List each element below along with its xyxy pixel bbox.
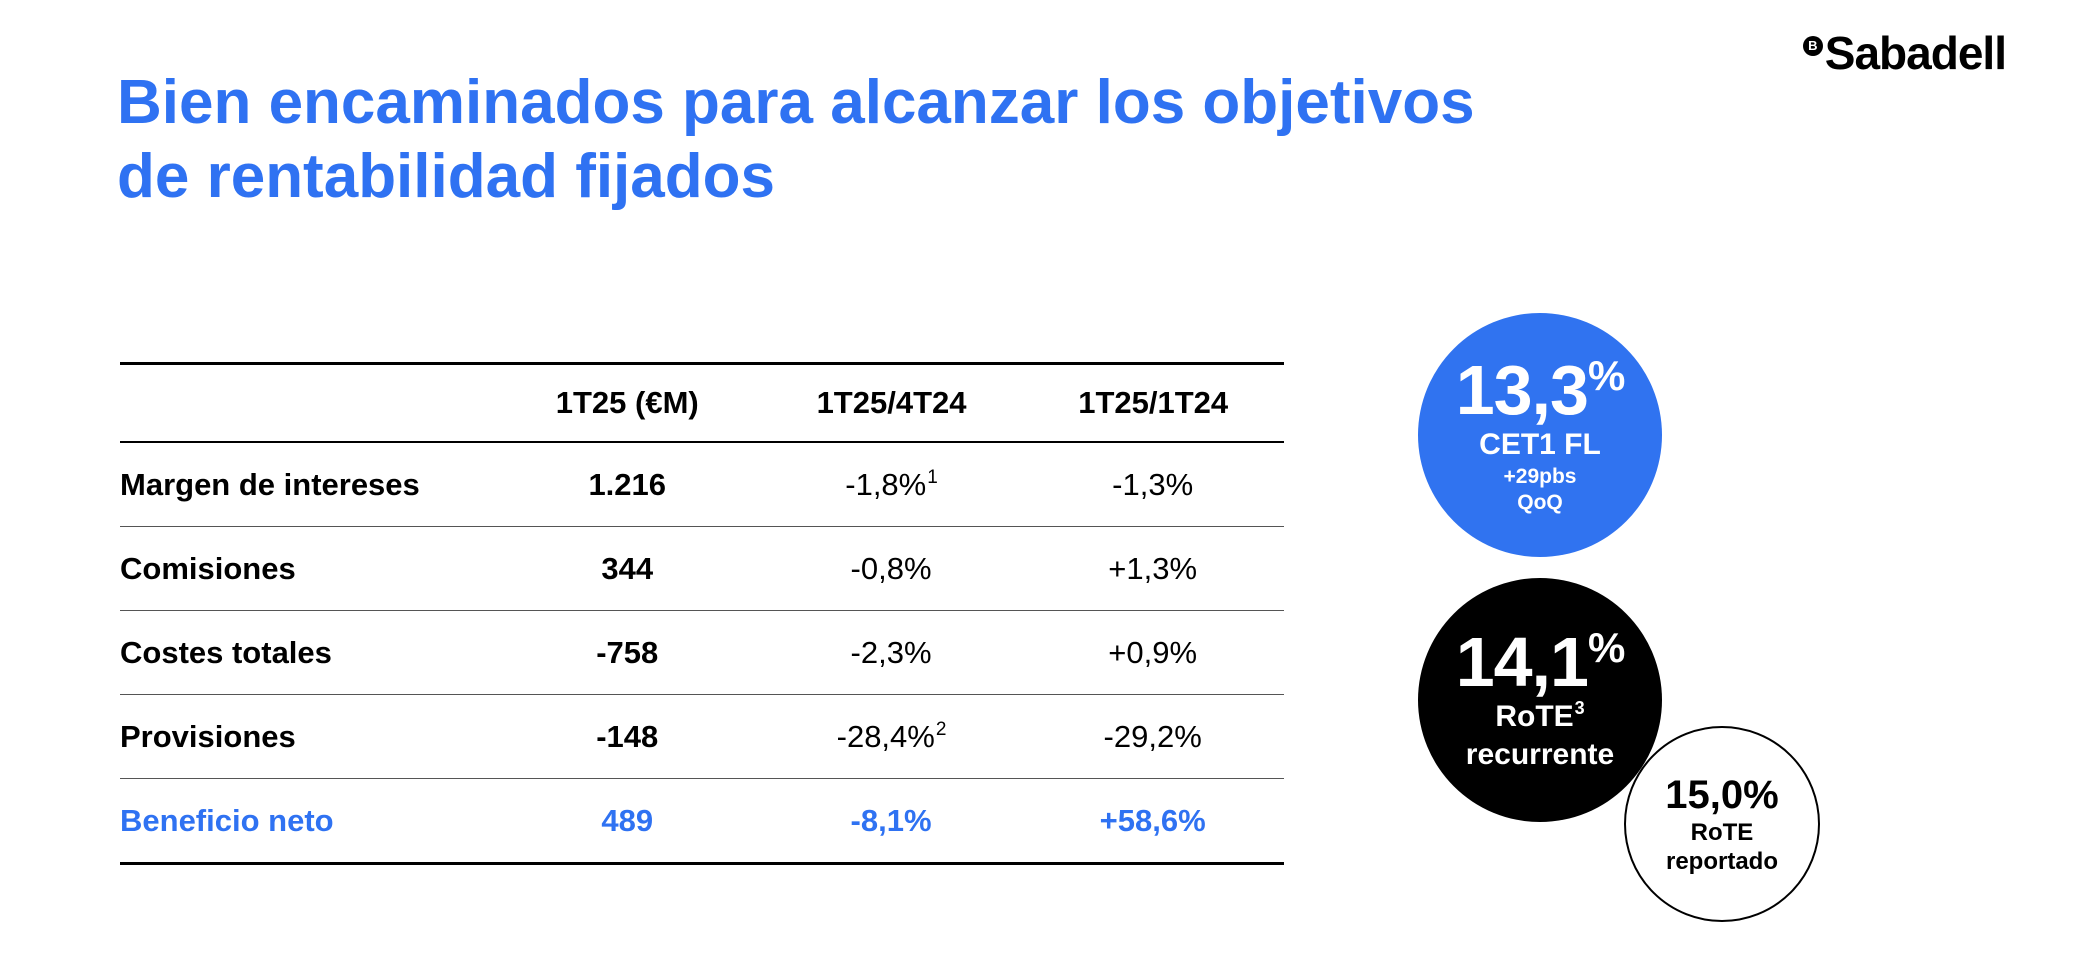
row-value: 344 bbox=[493, 526, 761, 611]
rote-recurring-value: 14,1 bbox=[1455, 623, 1589, 701]
row-value: 1.216 bbox=[493, 442, 761, 527]
cet1-value-line: 13,3% bbox=[1455, 351, 1626, 429]
yoy-value: +0,9% bbox=[1108, 634, 1198, 670]
row-label: Costes totales bbox=[120, 610, 494, 695]
row-value: -758 bbox=[493, 610, 761, 695]
logo-mark-icon: B bbox=[1802, 36, 1823, 56]
table-row: Provisiones -148 -28,4%2 -29,2% bbox=[120, 694, 1284, 779]
row-yoy: -1,3% bbox=[1022, 442, 1284, 527]
yoy-value: +58,6% bbox=[1099, 802, 1206, 838]
rote-recurring-unit: % bbox=[1587, 624, 1625, 671]
logo-text: Sabadell bbox=[1824, 27, 2007, 79]
rote-recurring-kpi-circle: 14,1% RoTE3 recurrente bbox=[1418, 578, 1662, 822]
rote-recurring-sub: recurrente bbox=[1465, 738, 1615, 771]
row-qoq: -1,8%1 bbox=[760, 442, 1023, 527]
header-1t25: 1T25 (€M) bbox=[493, 362, 761, 443]
cet1-label: CET1 FL bbox=[1479, 428, 1601, 461]
row-value: -148 bbox=[493, 694, 761, 779]
rote-recurring-value-line: 14,1% bbox=[1455, 623, 1626, 701]
header-qoq: 1T25/4T24 bbox=[760, 362, 1023, 443]
rote-reported-kpi-circle: 15,0% RoTE reportado bbox=[1624, 726, 1820, 922]
rote-reported-label: RoTE bbox=[1690, 819, 1754, 846]
rote-reported-sub: reportado bbox=[1665, 848, 1778, 875]
row-value: 489 bbox=[493, 778, 761, 865]
row-label: Comisiones bbox=[120, 526, 494, 611]
cet1-period: QoQ bbox=[1517, 491, 1563, 514]
rote-recurring-label-line: RoTE3 bbox=[1495, 698, 1584, 736]
cet1-value: 13,3 bbox=[1455, 351, 1589, 429]
cet1-change: +29pbs bbox=[1503, 465, 1577, 488]
title-line-1: Bien encaminados para alcanzar los objet… bbox=[117, 68, 1475, 137]
cet1-unit: % bbox=[1587, 352, 1625, 399]
table-row: Costes totales -758 -2,3% +0,9% bbox=[120, 610, 1284, 695]
row-yoy: -29,2% bbox=[1022, 694, 1284, 779]
table-row: Comisiones 344 -0,8% +1,3% bbox=[120, 526, 1284, 611]
row-qoq: -28,4%2 bbox=[760, 694, 1023, 779]
qoq-value: -1,8% bbox=[845, 466, 927, 502]
rote-reported-value: 15,0% bbox=[1665, 773, 1779, 817]
row-label: Provisiones bbox=[120, 694, 494, 779]
footnote-marker: 1 bbox=[927, 466, 938, 488]
table-row: Margen de intereses 1.216 -1,8%1 -1,3% bbox=[120, 442, 1284, 527]
qoq-value: -8,1% bbox=[850, 802, 932, 838]
row-yoy: +1,3% bbox=[1022, 526, 1284, 611]
row-label: Beneficio neto bbox=[120, 778, 494, 865]
table-row-net-profit: Beneficio neto 489 -8,1% +58,6% bbox=[120, 778, 1284, 865]
title-line-2: de rentabilidad fijados bbox=[117, 142, 775, 211]
header-label bbox=[120, 362, 494, 443]
footnote-marker: 2 bbox=[935, 718, 947, 740]
table-header-row: 1T25 (€M) 1T25/4T24 1T25/1T24 bbox=[120, 362, 1284, 443]
footnote-marker: 3 bbox=[1574, 698, 1585, 718]
yoy-value: -29,2% bbox=[1103, 718, 1202, 754]
results-table: 1T25 (€M) 1T25/4T24 1T25/1T24 Margen de … bbox=[120, 362, 1284, 865]
qoq-value: -0,8% bbox=[850, 550, 932, 586]
row-yoy: +0,9% bbox=[1022, 610, 1284, 695]
page-title: Bien encaminados para alcanzar los objet… bbox=[117, 66, 1717, 214]
qoq-value: -2,3% bbox=[850, 634, 932, 670]
row-qoq: -2,3% bbox=[760, 610, 1023, 695]
row-qoq: -8,1% bbox=[760, 778, 1023, 865]
yoy-value: -1,3% bbox=[1112, 466, 1194, 502]
header-yoy: 1T25/1T24 bbox=[1022, 362, 1284, 443]
row-qoq: -0,8% bbox=[760, 526, 1023, 611]
yoy-value: +1,3% bbox=[1108, 550, 1198, 586]
cet1-kpi-circle: 13,3% CET1 FL +29pbs QoQ bbox=[1418, 313, 1662, 557]
row-yoy: +58,6% bbox=[1022, 778, 1284, 865]
rote-recurring-label: RoTE bbox=[1495, 700, 1574, 733]
row-label: Margen de intereses bbox=[120, 442, 494, 527]
qoq-value: -28,4% bbox=[836, 718, 935, 754]
sabadell-logo: B Sabadell bbox=[1802, 27, 2007, 79]
